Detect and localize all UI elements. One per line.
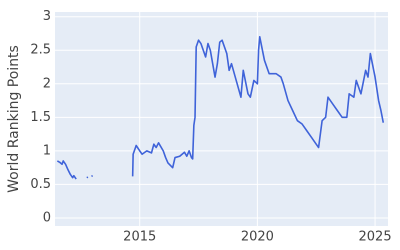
x-tick-label: 2015 bbox=[123, 230, 156, 245]
y-tick-label: 1 bbox=[43, 143, 51, 158]
y-tick-label: 2.5 bbox=[30, 43, 51, 58]
y-axis-label: World Ranking Points bbox=[6, 45, 22, 193]
y-tick-label: 0.5 bbox=[30, 177, 51, 192]
x-tick-label: 2020 bbox=[241, 230, 274, 245]
x-tick-label: 2025 bbox=[359, 230, 392, 245]
y-tick-label: 2 bbox=[43, 76, 51, 91]
y-tick-label: 0 bbox=[43, 210, 51, 225]
y-tick-label: 1.5 bbox=[30, 110, 51, 125]
plot-area bbox=[55, 12, 388, 226]
data-line bbox=[56, 36, 385, 180]
y-tick-label: 3 bbox=[43, 9, 51, 24]
